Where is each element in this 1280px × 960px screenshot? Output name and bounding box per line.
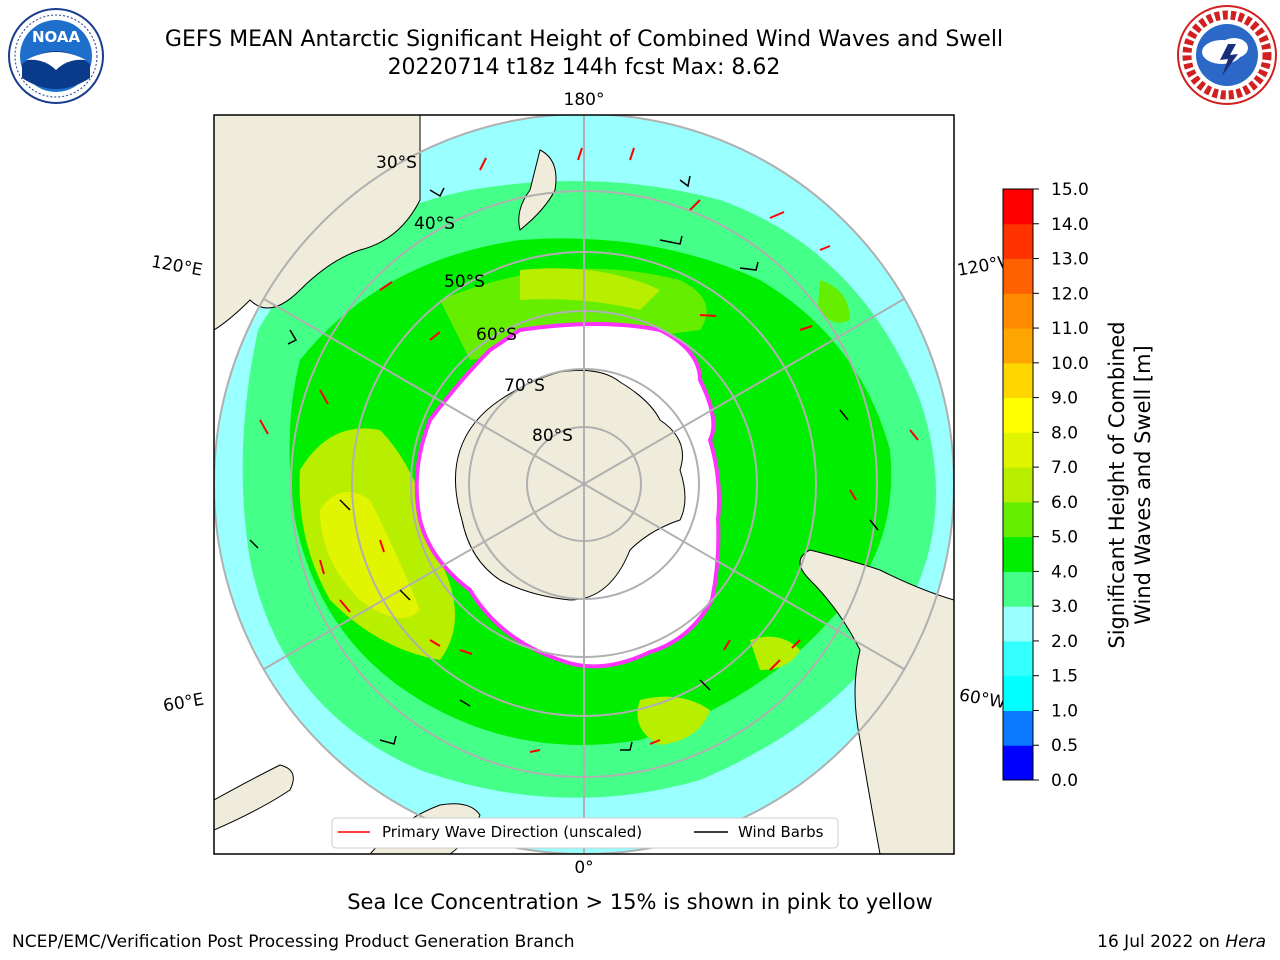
new-zealand-land — [518, 149, 557, 231]
colorbar-tick-label: 9.0 — [1051, 389, 1078, 409]
colorbar-segment — [1003, 362, 1033, 399]
title-line-2: 20220714 t18z 144h fcst Max: 8.62 — [387, 55, 781, 80]
lon-label-lower-left: 60°E — [162, 690, 206, 717]
colorbar-tick-label: 8.0 — [1051, 423, 1078, 443]
lon-label-top: 180° — [564, 90, 605, 110]
colorbar-tick-label: 2.0 — [1051, 632, 1078, 652]
footer-credit: NCEP/EMC/Verification Post Processing Pr… — [12, 932, 575, 952]
lat-label-80s: 80°S — [532, 426, 573, 446]
colorbar-tick-label: 10.0 — [1051, 354, 1089, 374]
lat-label-60s: 60°S — [476, 325, 517, 345]
colorbar-segment — [1003, 397, 1033, 433]
colorbar-tick-label: 0.0 — [1051, 771, 1078, 791]
map-border — [213, 114, 955, 855]
legend-wind-label: Wind Barbs — [738, 823, 824, 841]
south-america-land — [799, 549, 954, 854]
antarctica-land — [454, 369, 686, 601]
colorbar-tick-label: 14.0 — [1051, 215, 1089, 235]
colorbar-tick-label: 1.5 — [1051, 667, 1078, 687]
title-line-1: GEFS MEAN Antarctic Significant Height o… — [164, 27, 1004, 52]
colorbar-tick-label: 0.5 — [1051, 736, 1078, 756]
lat-label-30s: 30°S — [376, 153, 417, 173]
colorbar-tick-label: 4.0 — [1051, 562, 1078, 582]
madagascar-land — [214, 764, 294, 831]
lon-label-bottom: 0° — [574, 858, 593, 878]
colorbar-tick-label: 15.0 — [1051, 180, 1089, 200]
wave-direction-arrows — [259, 147, 919, 753]
colorbar-segment — [1003, 293, 1033, 329]
lon-label-lower-right: 60°W — [957, 685, 1007, 713]
colorbar-segment — [1003, 640, 1033, 677]
colorbar-segment — [1003, 710, 1033, 746]
colorbar-tick-label: 11.0 — [1051, 319, 1089, 339]
colorbar-segment — [1003, 606, 1033, 642]
wind-barbs — [249, 175, 879, 751]
colorbar-tick-label: 5.0 — [1051, 528, 1078, 548]
colorbar-segment — [1003, 501, 1033, 538]
noaa-logo-text: NOAA — [32, 28, 81, 46]
colorbar-segment — [1003, 467, 1033, 503]
colorbar-segment — [1003, 223, 1033, 260]
colorbar-border — [1002, 188, 1034, 781]
lon-label-upper-left: 120°E — [150, 252, 204, 281]
legend-wave-label: Primary Wave Direction (unscaled) — [382, 823, 642, 841]
noaa-logo-icon: NOAA — [8, 8, 104, 104]
graticule — [214, 115, 954, 854]
footer-date-text: 16 Jul 2022 on — [1097, 932, 1226, 952]
colorbar-segment — [1003, 258, 1033, 294]
nws-logo-icon — [1177, 5, 1277, 105]
colorbar-tick-label: 1.0 — [1051, 701, 1078, 721]
footer-date: 16 Jul 2022 on Hera — [1097, 932, 1266, 952]
lat-label-40s: 40°S — [414, 214, 455, 234]
sea-ice-caption: Sea Ice Concentration > 15% is shown in … — [347, 890, 933, 914]
colorbar-segment — [1003, 745, 1033, 781]
footer-host: Hera — [1225, 932, 1266, 952]
australia-land — [214, 115, 421, 331]
colorbar: 0.0 0.5 1.0 1.5 2.0 3.0 4.0 5.0 6.0 7.0 8.0 9.0 10.0… — [1002, 180, 1155, 791]
chart-title: GEFS MEAN Antarctic Significant Height o… — [84, 26, 1084, 82]
colorbar-segments — [1003, 189, 1033, 781]
colorbar-segment — [1003, 432, 1033, 468]
lat-label-50s: 50°S — [444, 272, 485, 292]
colorbar-segment — [1003, 328, 1033, 364]
colorbar-segment — [1003, 189, 1033, 225]
colorbar-segment — [1003, 675, 1033, 711]
colorbar-tick-label: 3.0 — [1051, 597, 1078, 617]
colorbar-segment — [1003, 571, 1033, 607]
lat-label-70s: 70°S — [504, 376, 545, 396]
colorbar-tick-label: 7.0 — [1051, 458, 1078, 478]
colorbar-label-line-2: Wind Waves and Swell [m] — [1131, 345, 1155, 625]
legend: Primary Wave Direction (unscaled) Wind B… — [331, 817, 839, 849]
colorbar-tick-label: 13.0 — [1051, 250, 1089, 270]
colorbar-tick-label: 12.0 — [1051, 284, 1089, 304]
colorbar-tick-label: 6.0 — [1051, 493, 1078, 513]
map-panel: Primary Wave Direction (unscaled) Wind B… — [214, 115, 954, 854]
colorbar-ticks: 0.0 0.5 1.0 1.5 2.0 3.0 4.0 5.0 6.0 7.0 8.0 9.0 10.0… — [1033, 180, 1089, 791]
colorbar-label-line-1: Significant Height of Combined — [1105, 321, 1129, 648]
colorbar-segment — [1003, 536, 1033, 572]
